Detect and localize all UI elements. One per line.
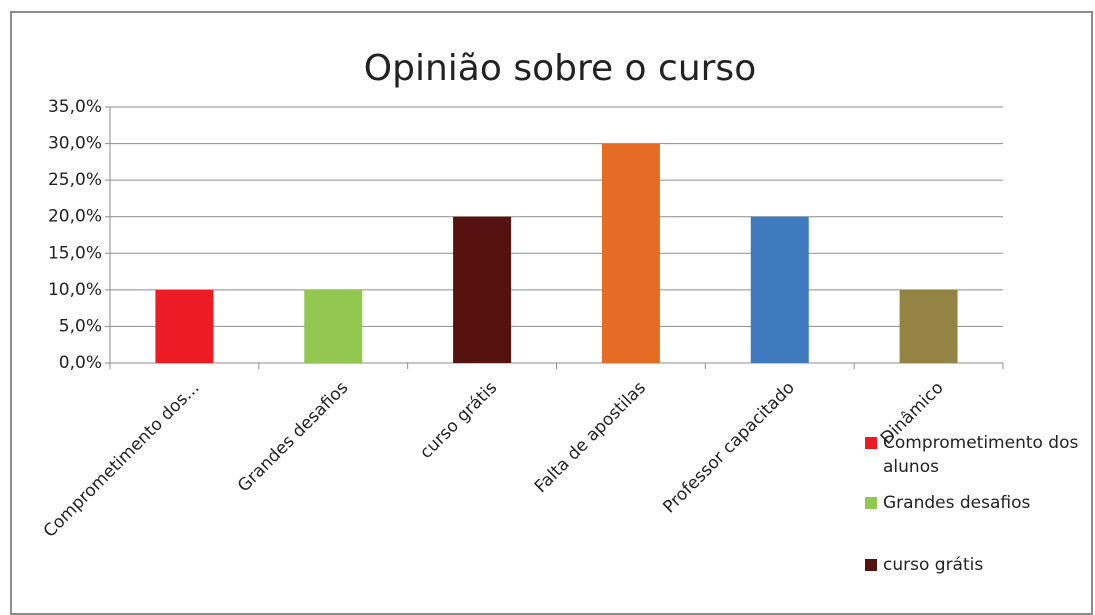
legend-label: Grandes desafios [883, 493, 1031, 513]
legend-item: Grandes desafios [883, 493, 1031, 513]
bar [601, 143, 660, 363]
y-tick-label: 30,0% [48, 134, 102, 154]
y-tick-label: 25,0% [48, 170, 102, 190]
legend-label: curso grátis [883, 555, 984, 575]
legend-swatch [865, 437, 877, 449]
y-tick-label: 15,0% [48, 243, 102, 263]
bar [155, 289, 214, 363]
bar [750, 216, 809, 363]
y-tick-label: 5,0% [59, 316, 102, 336]
legend-label: Comprometimento dos alunos [883, 433, 1079, 477]
legend-item: curso grátis [883, 555, 984, 575]
y-tick-label: 35,0% [48, 97, 102, 117]
chart-title: Opinião sobre o curso [364, 48, 756, 89]
bar [899, 289, 958, 363]
legend-swatch [865, 497, 877, 509]
bar [304, 289, 363, 363]
y-tick-label: 20,0% [48, 207, 102, 227]
legend-item: Comprometimento dos alunos [883, 433, 1079, 477]
y-tick-label: 0,0% [59, 353, 102, 373]
bar [453, 216, 512, 363]
y-tick-label: 10,0% [48, 280, 102, 300]
legend-swatch [865, 559, 877, 571]
